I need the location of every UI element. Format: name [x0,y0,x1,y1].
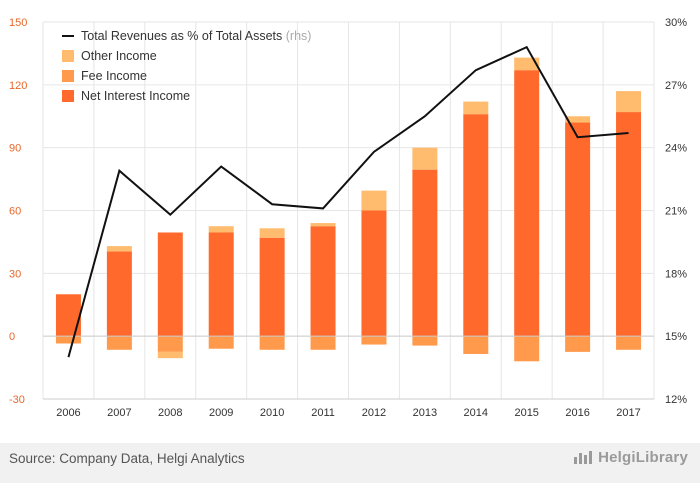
y-tick-right-label: 24% [665,143,687,155]
source-note: Source: Company Data, Helgi Analytics [9,451,245,466]
x-tick-label: 2012 [362,407,386,419]
y-tick-left-label: 0 [9,331,15,343]
x-tick-label: 2010 [260,407,284,419]
bar-other-income-2016 [565,116,591,123]
y-tick-left-label: 60 [9,206,21,218]
bar-fee-income-2011 [310,336,336,350]
x-tick-label: 2011 [311,407,335,419]
y-tick-left-label: 90 [9,143,21,155]
legend-swatch-net-interest-income [62,90,74,102]
y-tick-right-label: 30% [665,17,687,29]
legend-label-other-income: Other Income [81,49,157,63]
y-tick-right-label: 27% [665,80,687,92]
x-tick-label: 2013 [413,407,437,419]
y-tick-left-label: -30 [9,394,25,406]
x-tick-label: 2014 [464,407,488,419]
bar-other-income-2017 [616,91,642,113]
x-axis-ticks: 2006 2007 2008 2009 2010 2011 2012 2013 2014 2015… [56,407,641,419]
revenue-chart: -30 0 30 60 90 120 150 12% 15% 18% 21% 24% 27% 30% 2… [9,17,687,419]
y-axis-right-ticks: 12% 15% 18% 21% 24% 27% 30% [665,17,687,406]
x-tick-label: 2015 [514,407,538,419]
bar-net-interest-income-2016 [565,122,591,337]
bar-fee-income-2009 [208,336,234,349]
bar-other-income-2013 [412,147,438,170]
bar-fee-income-2016 [565,336,591,352]
line-series-total-revenues [67,45,629,358]
bar-other-income-2015 [514,57,540,71]
bar-fee-income-2008 [157,336,183,352]
y-tick-left-label: 30 [9,268,21,280]
y-tick-left-label: 150 [9,17,27,29]
bar-other-income-2009 [208,226,234,233]
bar-fee-income-2015 [514,336,540,362]
y-tick-right-label: 18% [665,268,687,280]
y-tick-right-label: 15% [665,331,687,343]
bar-fee-income-2014 [463,336,489,354]
bar-other-income-2007 [106,246,132,252]
y-tick-right-label: 21% [665,206,687,218]
bar-fee-income-2013 [412,336,438,346]
bar-net-interest-income-2015 [514,70,540,337]
bar-fee-income-2010 [259,336,285,350]
y-axis-left-ticks: -30 0 30 60 90 120 150 [9,17,27,406]
brand-name: HelgiLibrary [598,449,688,466]
legend-label-net-interest-income: Net Interest Income [81,89,190,103]
bar-net-interest-income-2017 [616,112,642,337]
bar-fee-income-2006 [55,336,81,344]
x-tick-label: 2006 [56,407,80,419]
bar-chart-logo-icon [574,451,593,464]
legend-label-fee-income: Fee Income [81,69,147,83]
bar-net-interest-income-2009 [208,232,234,337]
legend-swatch-other-income [62,50,74,62]
bar-net-interest-income-2010 [259,237,285,337]
bar-net-interest-income-2012 [361,210,387,337]
bar-net-interest-income-2013 [412,169,438,337]
bar-other-income-2010 [259,228,285,238]
y-tick-left-label: 120 [9,80,27,92]
y-tick-right-label: 12% [665,394,687,406]
bar-fee-income-2012 [361,336,387,345]
x-tick-label: 2009 [209,407,233,419]
bar-other-income-2011 [310,223,336,227]
bar-net-interest-income-2014 [463,114,489,337]
legend-note-rhs: (rhs) [286,29,312,43]
bar-other-income-2014 [463,101,489,115]
bar-net-interest-income-2011 [310,226,336,337]
footer-band [0,443,700,483]
legend-swatch-fee-income [62,70,74,82]
x-tick-label: 2008 [158,407,182,419]
bars-layer [55,57,642,362]
x-tick-label: 2016 [565,407,589,419]
brand-logo[interactable]: HelgiLibrary [573,449,688,466]
bar-net-interest-income-2006 [55,294,81,337]
bar-fee-income-2017 [616,336,642,350]
bar-fee-income-2007 [106,336,132,350]
bar-net-interest-income-2008 [157,232,183,337]
legend-label-total-revenues: Total Revenues as % of Total Assets (rhs… [81,29,311,43]
x-tick-label: 2007 [107,407,131,419]
bar-other-income-2008 [157,351,183,359]
bar-other-income-2012 [361,190,387,211]
bar-net-interest-income-2007 [106,251,132,337]
x-tick-label: 2017 [616,407,640,419]
legend: Total Revenues as % of Total Assets (rhs… [62,29,311,103]
